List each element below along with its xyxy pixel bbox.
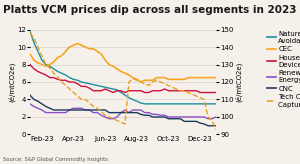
Y-axis label: (é/mtCO2e): (é/mtCO2e) bbox=[8, 62, 15, 102]
Text: Source: S&P Global Commodity Insights: Source: S&P Global Commodity Insights bbox=[3, 157, 108, 162]
Y-axis label: (é/mtCO2e): (é/mtCO2e) bbox=[235, 62, 243, 102]
Legend: Nature-Based
Avoidance, CEC, Household
Devices, Renewable
Energy, CNC, Tech Carb: Nature-Based Avoidance, CEC, Household D… bbox=[267, 31, 300, 108]
Text: Platts VCM prices dip across all segments in 2023: Platts VCM prices dip across all segment… bbox=[3, 5, 296, 15]
